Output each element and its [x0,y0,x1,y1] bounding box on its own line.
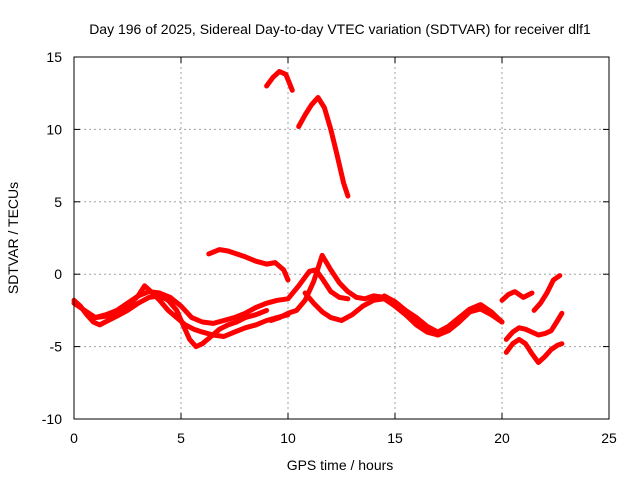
series-arc-d [206,247,291,283]
x-axis: 0 5 10 15 20 25 [70,57,617,446]
series-arc-i [381,293,505,335]
series-arc-m [503,336,565,365]
grid [74,57,609,419]
y-tick-label: 0 [54,266,62,282]
series-arc-a [71,293,270,350]
x-tick-label: 25 [601,430,617,446]
x-tick-label: 15 [387,430,403,446]
x-tick-label: 10 [280,430,296,446]
series-arc-k [531,273,563,313]
x-tick-label: 5 [177,430,185,446]
x-tick-label: 20 [494,430,510,446]
y-tick-label: 15 [46,49,62,65]
plot-frame [73,56,610,420]
chart-title: Day 196 of 2025, Sidereal Day-to-day VTE… [89,21,591,37]
series-arc-g [268,252,462,338]
y-axis-label: SDTVAR / TECUs [5,182,21,294]
x-tick-label: 0 [70,430,78,446]
series-arc-f [296,95,351,199]
y-tick-label: 5 [54,194,62,210]
series-arc-e [264,69,295,93]
x-axis-label: GPS time / hours [287,457,394,473]
y-tick-label: 10 [46,121,62,137]
series-layer [71,69,565,365]
series-arc-c [82,283,291,339]
y-axis: -10 -5 0 5 10 15 [42,49,609,427]
series-arc-h [302,290,505,338]
y-tick-label: -10 [42,411,62,427]
series-arc-l [503,310,565,342]
series-arc-j [499,289,535,303]
y-tick-label: -5 [50,339,63,355]
